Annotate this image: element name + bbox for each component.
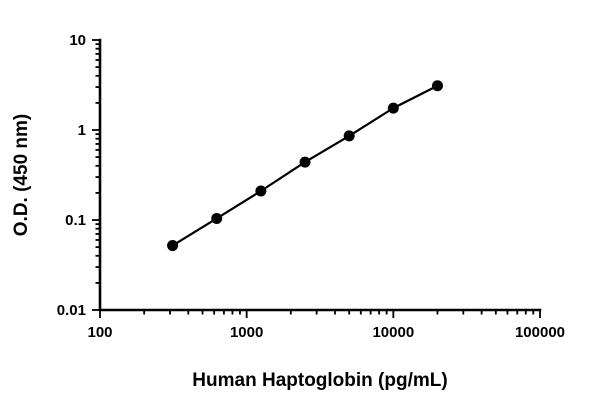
y-tick-label: 0.1 — [65, 212, 86, 229]
x-tick-label: 100 — [87, 324, 112, 341]
data-point — [167, 240, 179, 252]
axes — [98, 38, 542, 312]
y-tick-label: 10 — [69, 32, 86, 49]
x-axis-label: Human Haptoglobin (pg/mL) — [192, 370, 447, 391]
x-tick-label: 1000 — [230, 324, 263, 341]
y-tick-label: 0.01 — [57, 302, 86, 319]
data-point — [255, 185, 267, 197]
data-point — [387, 102, 399, 114]
x-tick-label: 100000 — [515, 324, 565, 341]
data-point — [299, 156, 311, 168]
data-point — [431, 80, 443, 92]
y-tick-label: 1 — [78, 122, 86, 139]
data-point — [343, 130, 355, 142]
y-axis-label: O.D. (450 nm) — [11, 114, 32, 236]
x-tick-label: 10000 — [372, 324, 414, 341]
data-point — [211, 212, 223, 224]
